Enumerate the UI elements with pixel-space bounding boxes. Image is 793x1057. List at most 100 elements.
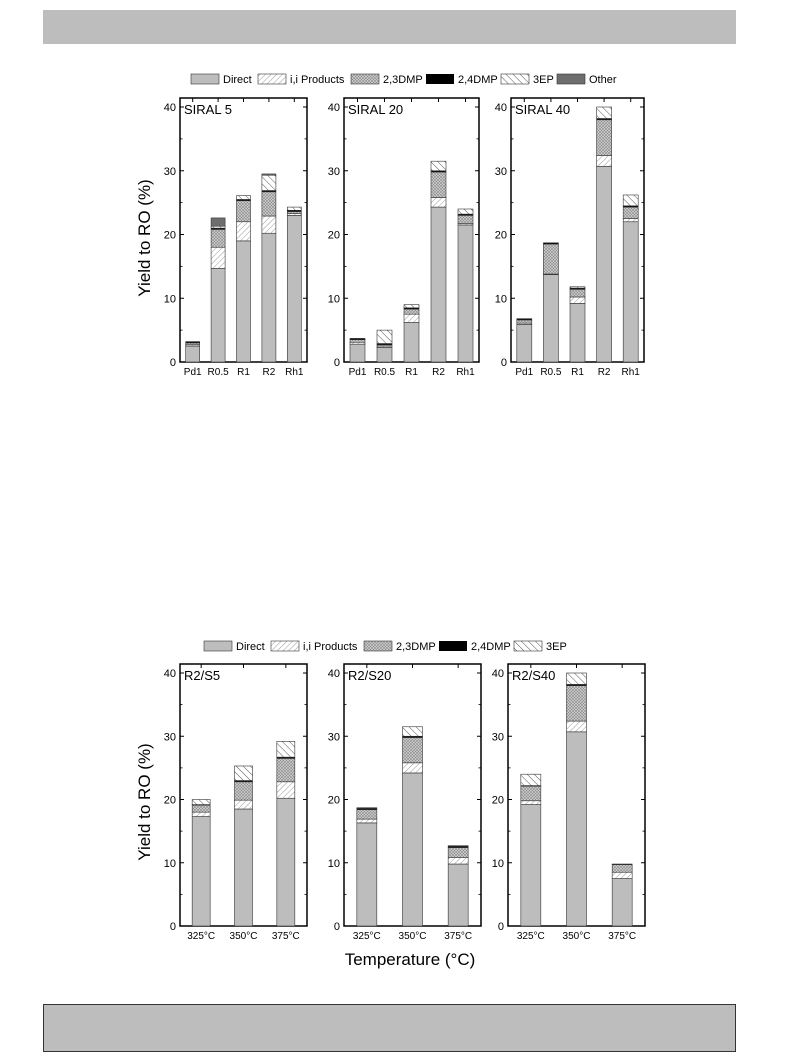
y-axis-title-top: Yield to RO (%) [135,179,154,296]
bar-segment-2-4dmp [349,338,366,340]
bar-segment-3ep [191,799,211,805]
y-tick-label: 10 [495,293,507,305]
bar-segment-i-i-products [191,811,211,817]
y-tick-label: 20 [328,230,340,242]
chart-panel-r2-s20: 0 10 20 30 40 R2/S20 325°C 350°C 375°C [328,663,482,942]
bar-segment-2-3dmp [543,243,559,275]
chart-panel-r2-s40: 0 10 20 30 40 R2/S40 325°C 350°C 375°C [492,663,646,942]
chart-panel-siral-40: 0 10 20 30 40 SIRAL 40 Pd1 R0.5 R1 R2 Rh1 [495,97,645,378]
legend-label-direct: Direct [236,641,265,653]
legend-label-23dmp: 2,3DMP [396,641,436,653]
bar-segment-direct [457,224,474,363]
bar-segment-i-i-products [622,218,639,223]
chart-panel-siral-5: 0 10 20 30 40 SIRAL 5 Pd1 R0.5 R1 R2 Rh1 [164,97,308,378]
bar-segment-2-3dmp [276,758,296,783]
legend-top: Direct i,i Products 2,3DMP 2,4DMP 3EP Ot… [190,73,617,86]
bar-segment-direct [447,863,469,927]
x-tick-label: 325°C [353,931,381,942]
y-tick-label: 10 [164,293,176,305]
y-tick-label: 30 [328,731,340,743]
bar-segment-2-3dmp [516,319,533,324]
bar-segment-direct [276,797,296,927]
x-tick-label: Pd1 [515,367,533,378]
legend-swatch-direct [190,73,220,85]
x-tick-label: 375°C [608,931,636,942]
bar-segment-i-i-products [403,313,420,323]
bar-segment-2-4dmp [185,341,200,344]
y-tick-label: 30 [164,731,176,743]
bar-segment-2-3dmp [402,737,423,764]
legend-label-23dmp: 2,3DMP [383,74,423,86]
legend-swatch-ii [270,640,300,652]
y-axis-title-bottom: Yield to RO (%) [135,743,154,860]
legend-swatch-23dmp [350,73,380,85]
y-tick-label: 30 [164,166,176,178]
bar-segment-3ep [430,160,447,172]
bar-segment-other [261,173,277,176]
bar-segment-direct [234,808,253,927]
bar-segment-direct [543,274,559,363]
y-tick-label: 40 [492,668,504,680]
bar-segment-3ep [234,765,253,781]
y-tick-label: 20 [164,795,176,807]
bar-segment-3ep [276,741,296,758]
panel-title: SIRAL 40 [515,102,570,117]
bar-segment-i-i-products [356,818,378,824]
bar-segment-2-3dmp [611,864,633,873]
x-tick-label: R2 [263,367,276,378]
y-tick-label: 20 [328,795,340,807]
bar-segment-2-3dmp [596,119,612,156]
x-tick-label: Rh1 [622,367,641,378]
x-tick-label: Pd1 [349,367,367,378]
bar-segment-3ep [376,329,393,344]
legend-swatch-24dmp [439,641,467,651]
bar-segment-i-i-products [210,246,226,269]
bar-segment-direct [286,215,302,363]
x-tick-label: 350°C [563,931,591,942]
x-tick-label: R1 [405,367,418,378]
chart-panel-siral-20: 0 10 20 30 40 SIRAL 20 Pd1 R0.5 R1 R2 Rh1 [328,97,480,378]
bar-segment-direct [403,322,420,363]
bar-segment-2-3dmp [520,785,542,802]
chart-panel-r2-s5: 0 10 20 30 40 R2/S5 325°C 350°C 375°C [164,663,308,942]
legend-swatch-ii [257,73,287,85]
bar-segment-2-3dmp [403,308,420,315]
legend-label-3ep: 3EP [546,641,567,653]
bar-segment-other [210,217,226,227]
bar-segment-direct [516,324,533,363]
x-tick-label: Rh1 [285,367,304,378]
y-tick-label: 0 [334,357,340,369]
legend-label-3ep: 3EP [533,74,554,86]
bar-segment-3ep [403,304,420,309]
bar-segment-3ep [457,208,474,215]
bar-segment-direct [185,345,200,363]
bar-segment-2-3dmp [191,804,211,813]
x-tick-label: 375°C [272,931,300,942]
bar-segment-direct [236,240,251,363]
bar-segment-2-3dmp [356,809,378,820]
bar-segment-i-i-products [596,155,612,167]
bar-segment-2-3dmp [569,289,586,298]
bar-segment-i-i-products [430,197,447,208]
bar-segment-direct [210,267,226,363]
bar-segment-2-3dmp [430,171,447,198]
legend-label-ii: i,i Products [290,74,345,86]
x-tick-label: Pd1 [184,367,202,378]
legend-label-24dmp: 2,4DMP [471,641,511,653]
bar-segment-i-i-products [611,871,633,879]
y-tick-label: 30 [495,166,507,178]
bar-segment-i-i-products [276,781,296,799]
bar-segment-i-i-products [402,762,423,774]
x-tick-label: 350°C [230,931,258,942]
x-tick-label: Rh1 [456,367,475,378]
bar-segment-3ep [622,194,639,207]
bar-segment-2-4dmp [611,863,633,865]
bar-segment-direct [261,232,277,363]
y-tick-label: 40 [164,668,176,680]
legend-label-24dmp: 2,4DMP [458,74,498,86]
y-tick-label: 20 [495,230,507,242]
bar-segment-2-3dmp [261,191,277,217]
bar-segment-3ep [356,807,378,809]
bar-segment-2-3dmp [236,200,251,223]
